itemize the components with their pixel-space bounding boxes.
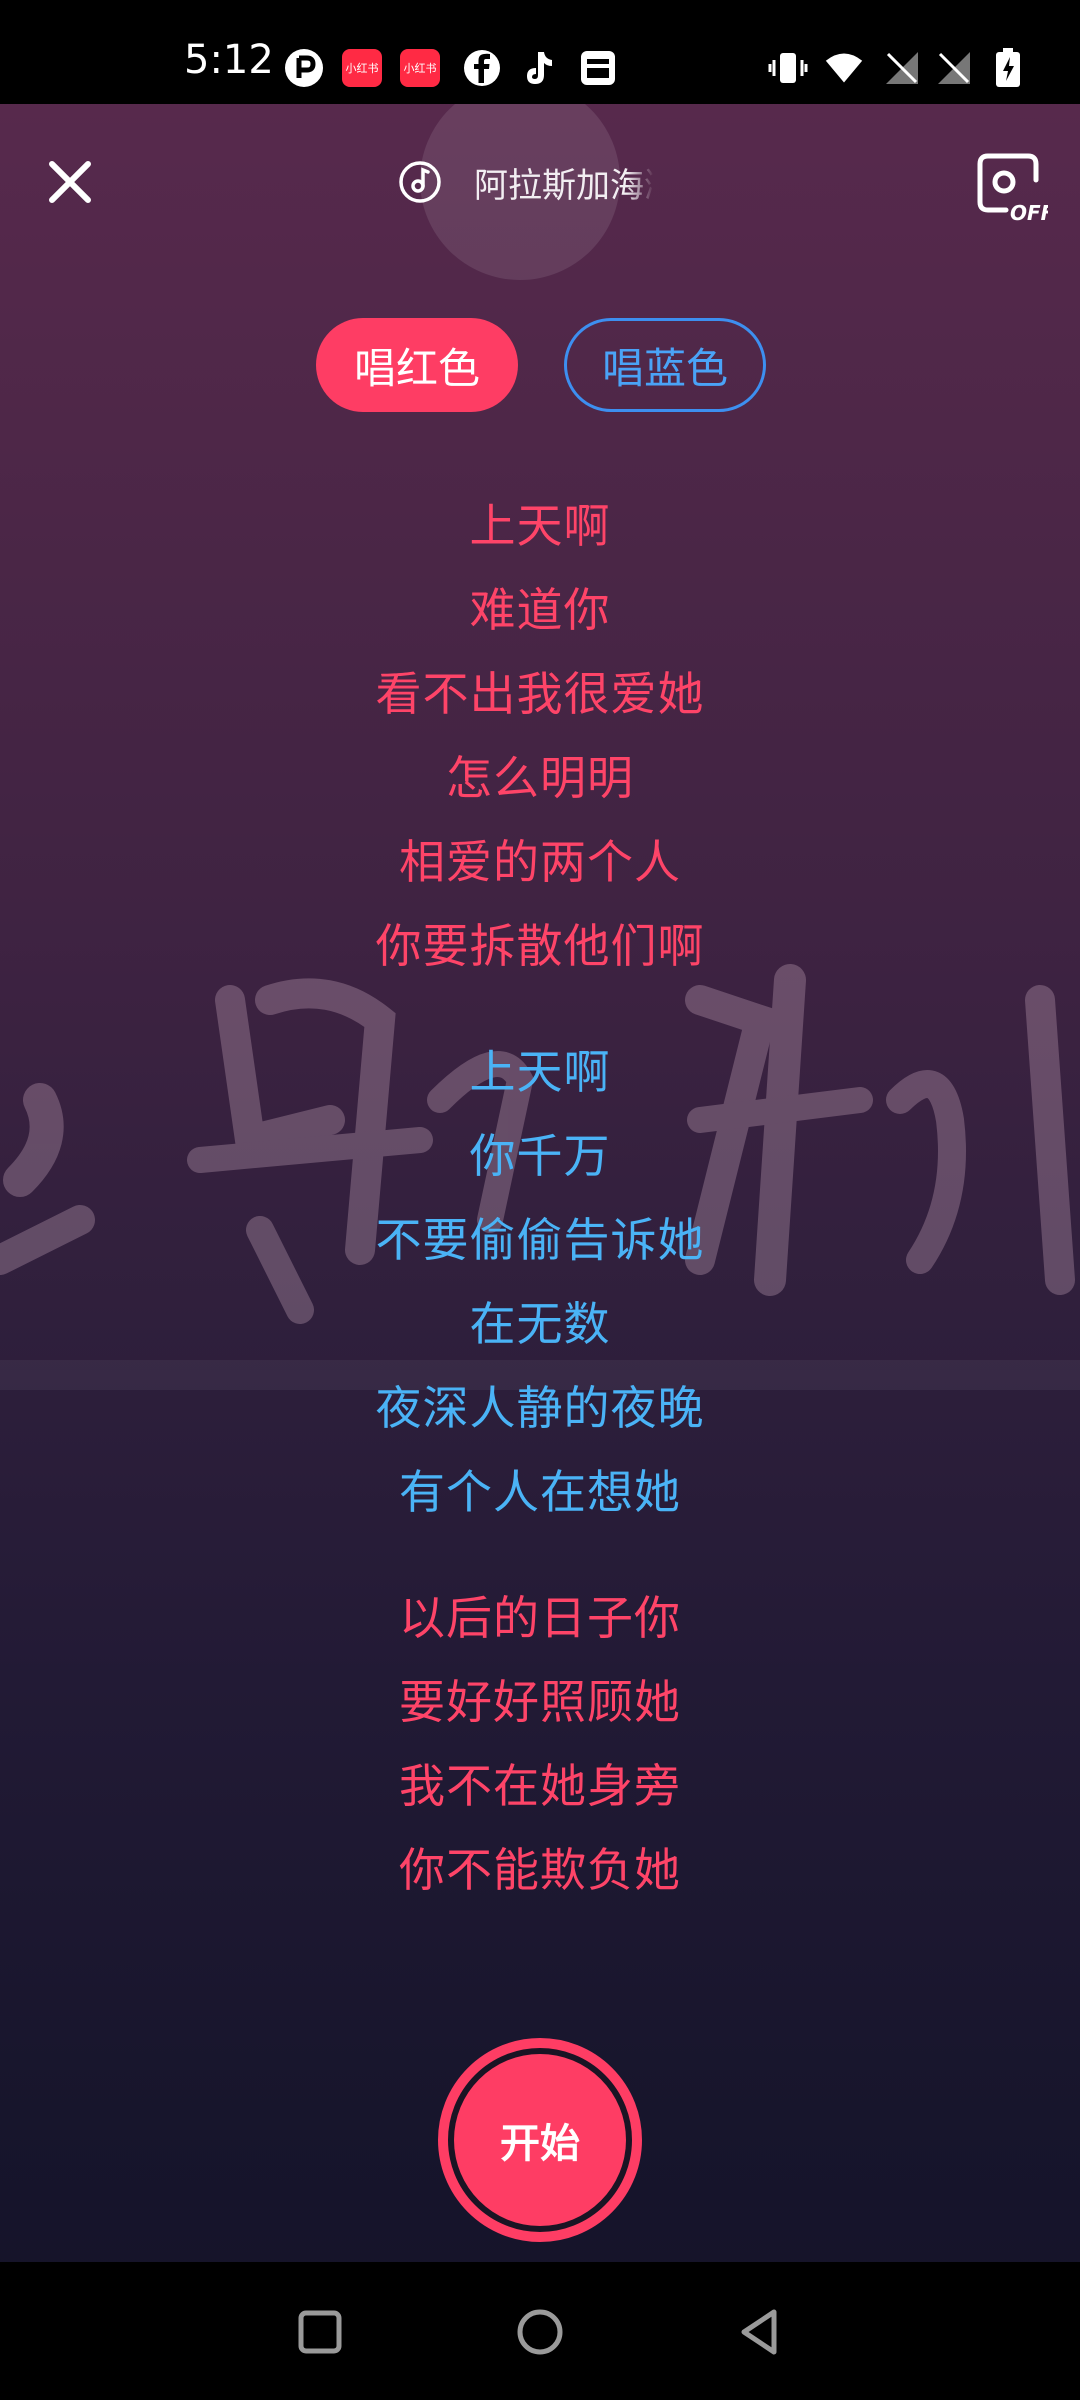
sing-blue-part-button[interactable]: 唱蓝色 [564, 318, 766, 412]
song-title: 阿拉斯加海湾 [474, 165, 654, 206]
no-signal-icon [934, 48, 974, 88]
wifi-icon [824, 48, 864, 88]
news-app-icon [578, 48, 618, 88]
sing-red-part-button[interactable]: 唱红色 [316, 318, 518, 412]
status-time: 5:12 [184, 37, 274, 83]
lyric-line: 夜深人静的夜晚 [375, 1381, 705, 1435]
xiaohongshu-icon: 小红书 [342, 48, 382, 88]
start-button-label: 开始 [454, 2054, 626, 2226]
triangle-back-icon [741, 2309, 777, 2355]
lyric-line: 看不出我很爱她 [375, 667, 705, 721]
xiaohongshu-icon: 小红书 [400, 48, 440, 88]
system-navigation-bar [0, 2262, 1080, 2400]
lyric-line: 不要偷偷告诉她 [375, 1213, 705, 1267]
lyric-line: 相爱的两个人 [399, 835, 681, 889]
lyric-line: 难道你 [469, 583, 611, 637]
facebook-icon [462, 48, 502, 88]
camera-state-label: OFF [1010, 201, 1048, 222]
lyric-line: 在无数 [469, 1297, 611, 1351]
battery-charging-icon [988, 48, 1028, 88]
close-icon [49, 161, 91, 203]
music-disc-icon [399, 161, 441, 203]
lyric-line: 怎么明明 [446, 751, 634, 805]
no-signal-icon [882, 48, 922, 88]
lyric-line: 上天啊 [469, 1045, 611, 1099]
back-button[interactable] [732, 2302, 792, 2362]
lyric-line: 你千万 [469, 1129, 611, 1183]
status-bar: 5:12 小红书 小红书 [0, 0, 1080, 104]
close-button[interactable] [40, 152, 100, 212]
vibrate-icon [768, 48, 808, 88]
p-app-icon [284, 48, 324, 88]
tiktok-icon [518, 48, 558, 88]
lyric-line: 我不在她身旁 [399, 1759, 681, 1813]
start-recording-button[interactable]: 开始 [438, 2038, 642, 2242]
lyric-line: 你不能欺负她 [399, 1843, 681, 1897]
lyric-line: 有个人在想她 [399, 1465, 681, 1519]
lyric-line: 要好好照顾她 [399, 1675, 681, 1729]
lyric-line: 你要拆散他们啊 [375, 919, 705, 973]
lyric-line: 上天啊 [469, 499, 611, 553]
home-button[interactable] [510, 2302, 570, 2362]
recent-apps-button[interactable] [290, 2302, 350, 2362]
camera-off-icon: OFF [977, 153, 1055, 225]
song-info[interactable]: 阿拉斯加海湾 [396, 150, 706, 214]
lyric-line: 以后的日子你 [399, 1591, 681, 1645]
square-icon [298, 2310, 342, 2354]
camera-toggle-button[interactable]: OFF [974, 150, 1055, 225]
circle-icon [517, 2309, 563, 2355]
